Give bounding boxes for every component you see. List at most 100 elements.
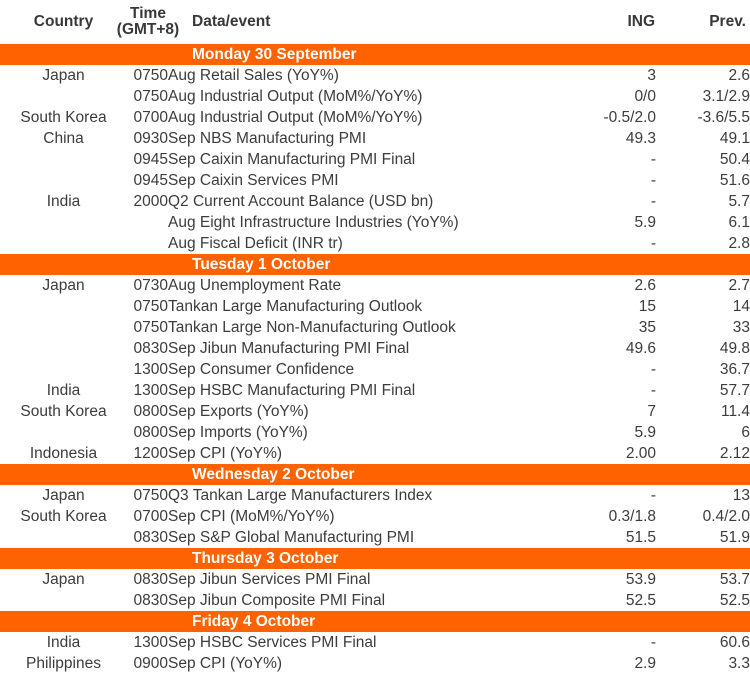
prev-cell: 33 bbox=[732, 319, 750, 336]
country-cell: South Korea bbox=[20, 403, 107, 420]
country-cell: Indonesia bbox=[29, 445, 98, 462]
event-row: South Korea 0700 Aug Industrial Output (Mo… bbox=[0, 107, 750, 128]
time-cell: 0830 bbox=[133, 529, 168, 546]
event-row: 0830 Sep Jibun Manufacturing PMI Final 49.… bbox=[0, 338, 750, 359]
event-row: 0750 Tankan Large Manufacturing Outlook 15… bbox=[0, 296, 750, 317]
calendar-table-body: Monday 30 September Japan 0750 Aug Retail S… bbox=[0, 44, 750, 674]
country-cell: South Korea bbox=[20, 109, 107, 126]
prev-cell: 2.12 bbox=[719, 445, 750, 462]
ing-cell: 7 bbox=[647, 403, 656, 420]
event-row: 0830 Sep Jibun Composite PMI Final 52.5 52.… bbox=[0, 590, 750, 611]
event-row: Aug Eight Infrastructure Industries (YoY… bbox=[0, 212, 750, 233]
country-cell bbox=[0, 590, 127, 611]
header-ing: ING bbox=[627, 13, 655, 30]
prev-cell: 49.1 bbox=[719, 130, 750, 147]
ing-cell: - bbox=[650, 487, 656, 504]
time-cell: 1300 bbox=[133, 382, 168, 399]
prev-cell: 5.7 bbox=[728, 193, 750, 210]
event-row: Philippines 0900 Sep CPI (YoY%) 2.9 3.3 bbox=[0, 653, 750, 674]
country-cell: Japan bbox=[42, 571, 85, 588]
prev-cell: 11.4 bbox=[720, 403, 750, 420]
event-cell: Sep Jibun Composite PMI Final bbox=[168, 592, 386, 609]
time-cell bbox=[127, 233, 168, 254]
event-row: Indonesia 1200 Sep CPI (YoY%) 2.00 2.12 bbox=[0, 443, 750, 464]
country-cell bbox=[0, 233, 127, 254]
prev-cell: 51.6 bbox=[719, 172, 750, 189]
time-cell: 0800 bbox=[133, 403, 168, 420]
time-cell: 1200 bbox=[133, 445, 168, 462]
header-time-line1: Time bbox=[130, 5, 166, 22]
country-cell bbox=[0, 338, 127, 359]
day-section-row: Tuesday 1 October bbox=[0, 254, 750, 275]
country-cell: India bbox=[46, 193, 81, 210]
country-cell bbox=[0, 422, 127, 443]
time-cell: 0700 bbox=[133, 109, 168, 126]
event-cell: Sep Jibun Services PMI Final bbox=[168, 571, 371, 588]
prev-cell: 53.7 bbox=[719, 571, 750, 588]
event-cell: Sep Exports (YoY%) bbox=[168, 403, 309, 420]
country-cell: South Korea bbox=[20, 508, 107, 525]
event-cell: Aug Retail Sales (YoY%) bbox=[168, 67, 339, 84]
country-cell bbox=[0, 86, 127, 107]
prev-cell: 0.4/2.0 bbox=[702, 508, 750, 525]
event-row: Aug Fiscal Deficit (INR tr) - 2.8 bbox=[0, 233, 750, 254]
time-cell: 1300 bbox=[133, 634, 168, 651]
event-cell: Sep CPI (MoM%/YoY%) bbox=[168, 508, 335, 525]
time-cell: 0700 bbox=[133, 508, 168, 525]
prev-cell: 52.5 bbox=[719, 592, 750, 609]
event-cell: Sep Imports (YoY%) bbox=[168, 424, 308, 441]
prev-cell: 2.7 bbox=[728, 277, 750, 294]
country-cell: Japan bbox=[42, 277, 85, 294]
time-cell bbox=[127, 212, 168, 233]
time-cell: 0830 bbox=[133, 340, 168, 357]
prev-cell: 57.7 bbox=[719, 382, 750, 399]
event-row: China 0930 Sep NBS Manufacturing PMI 49.3 49… bbox=[0, 128, 750, 149]
ing-cell: 3 bbox=[647, 67, 656, 84]
day-section-title: Friday 4 October bbox=[0, 611, 750, 632]
prev-cell: 2.6 bbox=[728, 67, 750, 84]
time-cell: 0800 bbox=[133, 424, 168, 441]
event-cell: Sep Consumer Confidence bbox=[168, 361, 355, 378]
event-cell: Tankan Large Non-Manufacturing Outlook bbox=[168, 319, 456, 336]
country-cell bbox=[0, 170, 127, 191]
event-cell: Sep HSBC Services PMI Final bbox=[168, 634, 377, 651]
prev-cell: 3.3 bbox=[728, 655, 750, 672]
header-prev: Prev. bbox=[709, 13, 746, 30]
ing-cell: 52.5 bbox=[625, 592, 656, 609]
event-cell: Sep Jibun Manufacturing PMI Final bbox=[168, 340, 410, 357]
country-cell bbox=[0, 527, 127, 548]
event-cell: Aug Industrial Output (MoM%/YoY%) bbox=[168, 88, 423, 105]
prev-cell: 2.8 bbox=[728, 235, 750, 252]
event-row: Japan 0830 Sep Jibun Services PMI Final 53.… bbox=[0, 569, 750, 590]
prev-cell: 60.6 bbox=[719, 634, 750, 651]
ing-cell: - bbox=[650, 634, 656, 651]
event-cell: Sep CPI (YoY%) bbox=[168, 445, 283, 462]
country-cell bbox=[0, 149, 127, 170]
event-row: 0945 Sep Caixin Services PMI - 51.6 bbox=[0, 170, 750, 191]
prev-cell: 3.1/2.9 bbox=[702, 88, 750, 105]
time-cell: 0900 bbox=[133, 655, 168, 672]
country-cell: China bbox=[43, 130, 84, 147]
time-cell: 0730 bbox=[133, 277, 168, 294]
event-row: India 1300 Sep HSBC Manufacturing PMI Fina… bbox=[0, 380, 750, 401]
event-cell: Sep Caixin Services PMI bbox=[168, 172, 339, 189]
event-cell: Sep NBS Manufacturing PMI bbox=[168, 130, 367, 147]
prev-cell: 36.7 bbox=[719, 361, 750, 378]
day-section-row: Thursday 3 October bbox=[0, 548, 750, 569]
event-cell: Q2 Current Account Balance (USD bn) bbox=[168, 193, 434, 210]
ing-cell: 0/0 bbox=[634, 88, 656, 105]
ing-cell: - bbox=[650, 235, 656, 252]
time-cell: 0830 bbox=[133, 592, 168, 609]
event-cell: Aug Unemployment Rate bbox=[168, 277, 342, 294]
ing-cell: 53.9 bbox=[625, 571, 656, 588]
ing-cell: - bbox=[650, 172, 656, 189]
time-cell: 0750 bbox=[133, 487, 168, 504]
ing-cell: 0.3/1.8 bbox=[608, 508, 656, 525]
event-row: 0750 Tankan Large Non-Manufacturing Outlo… bbox=[0, 317, 750, 338]
event-row: 0750 Aug Industrial Output (MoM%/YoY%) 0/0… bbox=[0, 86, 750, 107]
event-cell: Sep HSBC Manufacturing PMI Final bbox=[168, 382, 416, 399]
day-section-row: Monday 30 September bbox=[0, 44, 750, 65]
header-time-wrap: Time (GMT+8) bbox=[113, 6, 183, 38]
event-row: 1300 Sep Consumer Confidence - 36.7 bbox=[0, 359, 750, 380]
